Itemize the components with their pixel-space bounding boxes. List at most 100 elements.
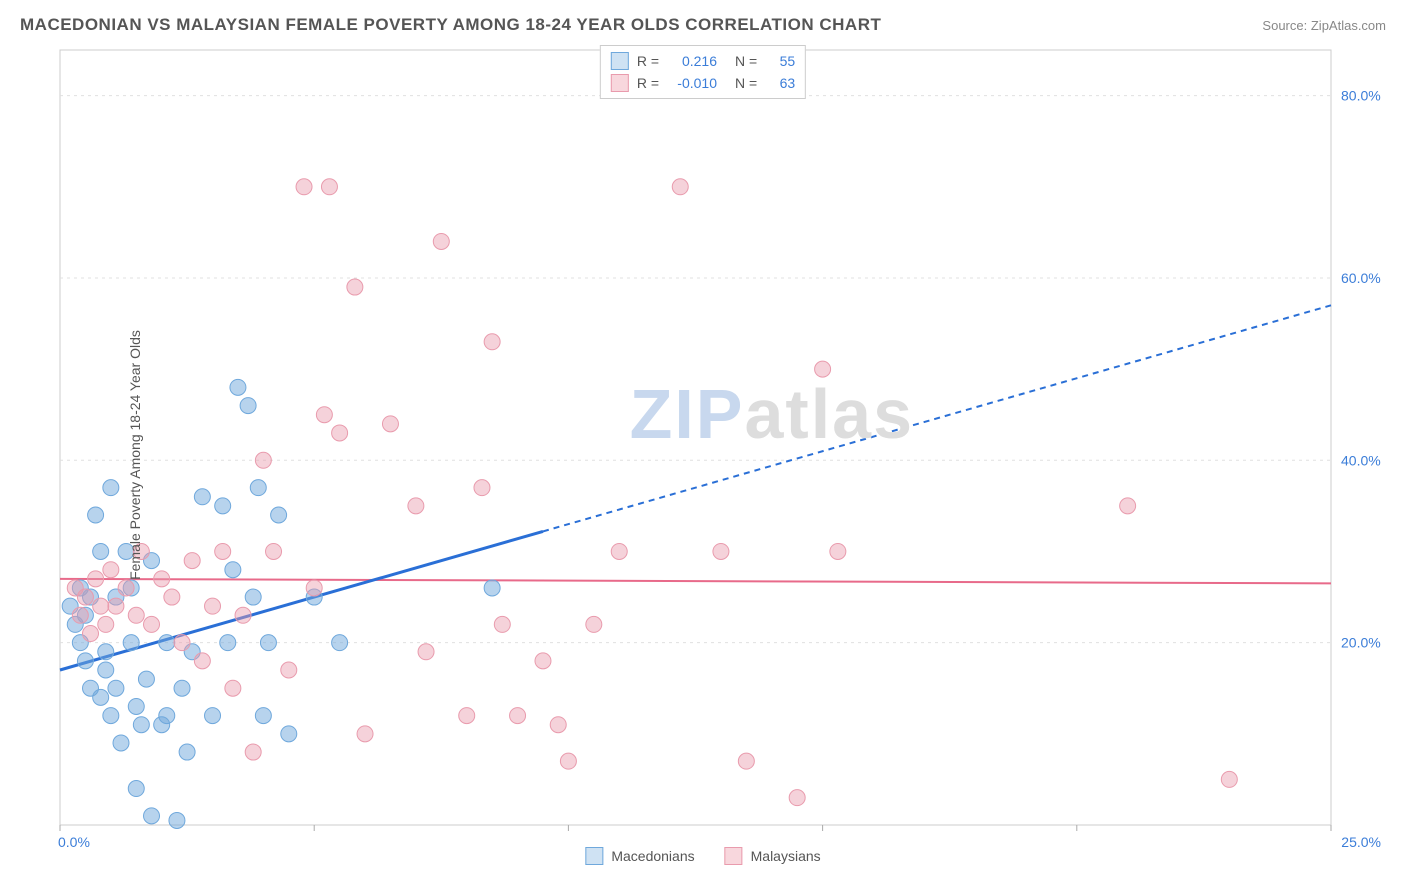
data-point [88, 507, 104, 523]
data-point [98, 644, 114, 660]
data-point [184, 553, 200, 569]
data-point [194, 653, 210, 669]
data-point [255, 708, 271, 724]
data-point [230, 379, 246, 395]
y-tick-label: 80.0% [1341, 88, 1381, 104]
series-legend: Macedonians Malaysians [585, 847, 820, 865]
series-legend-item: Macedonians [585, 847, 694, 865]
data-point [281, 662, 297, 678]
data-point [179, 744, 195, 760]
data-point [789, 790, 805, 806]
data-point [611, 543, 627, 559]
data-point [118, 580, 134, 596]
data-point [83, 626, 99, 642]
data-point [103, 708, 119, 724]
data-point [77, 653, 93, 669]
data-point [296, 179, 312, 195]
data-point [108, 680, 124, 696]
y-tick-label: 60.0% [1341, 270, 1381, 286]
r-value: 0.216 [667, 53, 717, 69]
data-point [830, 543, 846, 559]
data-point [194, 489, 210, 505]
data-point [494, 616, 510, 632]
correlation-legend-row: R = -0.010 N = 63 [611, 72, 795, 94]
legend-swatch [611, 52, 629, 70]
data-point [433, 233, 449, 249]
data-point [103, 562, 119, 578]
correlation-legend: R = 0.216 N = 55 R = -0.010 N = 63 [600, 45, 806, 99]
series-legend-item: Malaysians [725, 847, 821, 865]
r-label: R = [637, 75, 659, 91]
data-point [382, 416, 398, 432]
data-point [240, 398, 256, 414]
data-point [459, 708, 475, 724]
data-point [144, 808, 160, 824]
r-label: R = [637, 53, 659, 69]
n-label: N = [735, 75, 757, 91]
data-point [1221, 771, 1237, 787]
n-value: 63 [765, 75, 795, 91]
data-point [484, 580, 500, 596]
data-point [510, 708, 526, 724]
data-point [535, 653, 551, 669]
r-value: -0.010 [667, 75, 717, 91]
data-point [93, 543, 109, 559]
data-point [245, 589, 261, 605]
data-point [98, 662, 114, 678]
x-tick-label: 25.0% [1341, 834, 1381, 850]
x-tick-label: 0.0% [58, 834, 90, 850]
n-value: 55 [765, 53, 795, 69]
data-point [93, 598, 109, 614]
data-point [113, 735, 129, 751]
data-point [174, 680, 190, 696]
data-point [144, 616, 160, 632]
data-point [550, 717, 566, 733]
data-point [306, 580, 322, 596]
data-point [271, 507, 287, 523]
data-point [255, 452, 271, 468]
data-point [128, 698, 144, 714]
scatter-plot: 20.0%40.0%60.0%80.0%0.0%25.0% [15, 45, 1391, 865]
data-point [815, 361, 831, 377]
correlation-legend-row: R = 0.216 N = 55 [611, 50, 795, 72]
data-point [408, 498, 424, 514]
data-point [164, 589, 180, 605]
data-point [72, 607, 88, 623]
data-point [250, 480, 266, 496]
chart-container: Female Poverty Among 18-24 Year Olds R =… [15, 45, 1391, 865]
data-point [357, 726, 373, 742]
chart-title: MACEDONIAN VS MALAYSIAN FEMALE POVERTY A… [20, 15, 881, 35]
data-point [225, 680, 241, 696]
data-point [321, 179, 337, 195]
legend-swatch [585, 847, 603, 865]
data-point [484, 334, 500, 350]
y-tick-label: 40.0% [1341, 452, 1381, 468]
data-point [128, 607, 144, 623]
data-point [235, 607, 251, 623]
data-point [98, 616, 114, 632]
data-point [738, 753, 754, 769]
data-point [108, 598, 124, 614]
data-point [332, 635, 348, 651]
data-point [260, 635, 276, 651]
series-label: Macedonians [611, 848, 694, 864]
legend-swatch [725, 847, 743, 865]
data-point [225, 562, 241, 578]
data-point [93, 689, 109, 705]
data-point [205, 708, 221, 724]
data-point [281, 726, 297, 742]
n-label: N = [735, 53, 757, 69]
y-axis-label: Female Poverty Among 18-24 Year Olds [127, 330, 143, 580]
data-point [133, 717, 149, 733]
data-point [77, 589, 93, 605]
legend-swatch [611, 74, 629, 92]
data-point [332, 425, 348, 441]
source-attribution: Source: ZipAtlas.com [1262, 18, 1386, 33]
data-point [215, 498, 231, 514]
data-point [713, 543, 729, 559]
series-label: Malaysians [751, 848, 821, 864]
data-point [103, 480, 119, 496]
data-point [215, 543, 231, 559]
data-point [418, 644, 434, 660]
data-point [672, 179, 688, 195]
